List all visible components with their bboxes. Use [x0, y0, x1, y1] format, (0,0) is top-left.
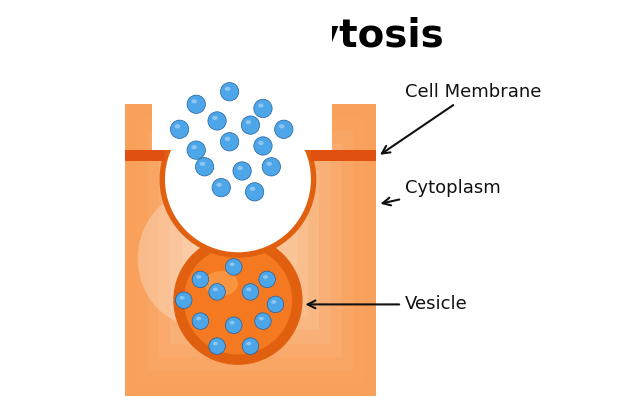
Circle shape — [165, 106, 311, 252]
Bar — [148, 131, 353, 370]
Ellipse shape — [225, 87, 230, 91]
Ellipse shape — [180, 296, 185, 299]
Circle shape — [209, 338, 225, 354]
Circle shape — [254, 99, 272, 118]
Ellipse shape — [192, 99, 197, 103]
Circle shape — [160, 101, 316, 258]
Ellipse shape — [225, 137, 230, 141]
Bar — [311, 150, 376, 161]
Ellipse shape — [230, 321, 235, 324]
Circle shape — [192, 313, 208, 329]
Circle shape — [192, 271, 208, 288]
Ellipse shape — [263, 275, 268, 279]
Circle shape — [208, 112, 226, 130]
Ellipse shape — [213, 288, 218, 291]
Ellipse shape — [230, 263, 235, 266]
Bar — [170, 157, 331, 344]
Ellipse shape — [212, 116, 218, 120]
Text: Cytoplasm: Cytoplasm — [382, 178, 501, 205]
Ellipse shape — [196, 275, 202, 279]
Ellipse shape — [271, 300, 276, 304]
Circle shape — [173, 236, 302, 365]
Circle shape — [225, 317, 242, 334]
Circle shape — [220, 133, 239, 151]
Circle shape — [175, 292, 192, 309]
Circle shape — [212, 178, 230, 197]
Ellipse shape — [237, 166, 243, 170]
Text: Cell Membrane: Cell Membrane — [382, 83, 541, 153]
Circle shape — [183, 246, 292, 354]
Circle shape — [187, 95, 205, 113]
Bar — [153, 0, 332, 150]
Ellipse shape — [175, 124, 180, 128]
Ellipse shape — [217, 183, 222, 187]
Circle shape — [262, 158, 280, 176]
Ellipse shape — [213, 342, 218, 345]
Circle shape — [267, 296, 284, 313]
Ellipse shape — [250, 187, 255, 191]
Circle shape — [187, 141, 205, 159]
Ellipse shape — [196, 317, 202, 320]
Ellipse shape — [246, 288, 251, 291]
Ellipse shape — [138, 192, 255, 325]
Ellipse shape — [205, 271, 238, 296]
Circle shape — [195, 158, 213, 176]
Bar — [159, 143, 342, 357]
Bar — [125, 104, 376, 396]
Circle shape — [225, 259, 242, 275]
Circle shape — [275, 120, 293, 138]
Bar — [193, 183, 308, 317]
Circle shape — [254, 137, 272, 155]
Ellipse shape — [258, 103, 264, 108]
Circle shape — [259, 271, 275, 288]
Bar — [204, 196, 297, 304]
Circle shape — [241, 116, 260, 134]
Ellipse shape — [245, 120, 251, 124]
Ellipse shape — [259, 317, 264, 320]
Bar — [125, 150, 165, 161]
Ellipse shape — [258, 141, 264, 145]
Circle shape — [242, 284, 259, 300]
Bar — [182, 170, 319, 330]
Bar — [136, 118, 364, 383]
Circle shape — [255, 313, 271, 329]
Ellipse shape — [267, 162, 272, 166]
Bar — [125, 104, 376, 396]
Ellipse shape — [192, 145, 197, 149]
Circle shape — [220, 83, 239, 101]
Circle shape — [170, 120, 188, 138]
Circle shape — [209, 284, 225, 300]
Ellipse shape — [279, 124, 284, 128]
Ellipse shape — [200, 162, 205, 166]
Text: Endocytosis: Endocytosis — [182, 17, 444, 55]
Circle shape — [242, 338, 259, 354]
Ellipse shape — [246, 342, 251, 345]
Circle shape — [233, 162, 251, 180]
Text: Vesicle: Vesicle — [308, 295, 468, 314]
Circle shape — [245, 183, 264, 201]
